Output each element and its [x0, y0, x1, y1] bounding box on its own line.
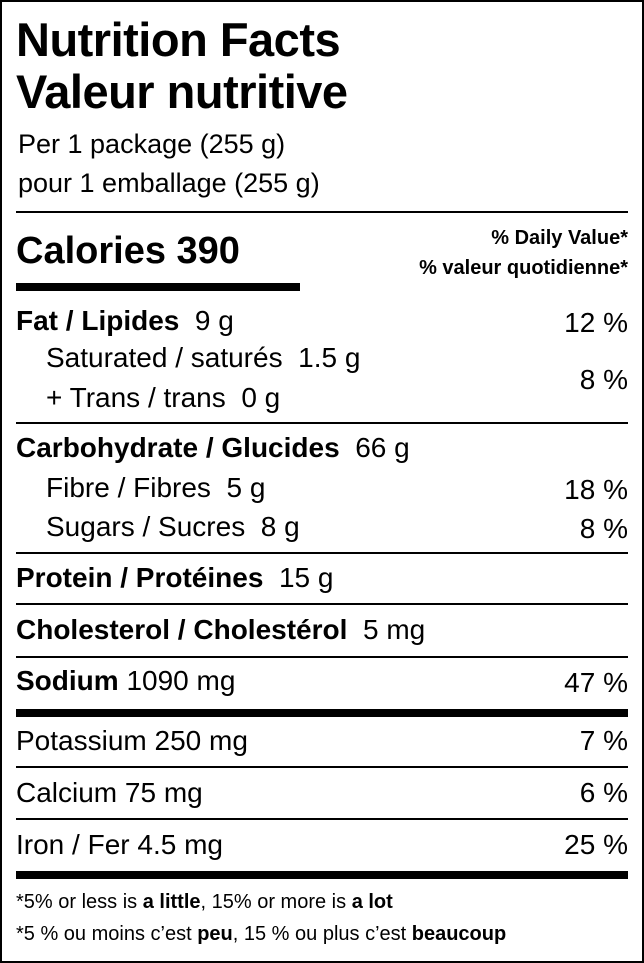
thick-divider [16, 871, 628, 879]
divider [16, 766, 628, 768]
sodium-row: Sodium 1090 mg [16, 665, 236, 696]
potassium-row: Potassium 250 mg [16, 725, 248, 756]
serving-size-en: Per 1 package (255 g) [18, 129, 286, 159]
divider [16, 211, 628, 213]
title-en: Nutrition Facts [16, 13, 341, 66]
thick-divider [16, 709, 628, 717]
fibre-dv: 18 % [564, 474, 628, 505]
calories-value: 390 [176, 230, 240, 272]
dv-header-fr: % valeur quotidienne* [419, 257, 628, 279]
title-fr: Valeur nutritive [16, 65, 348, 118]
divider [16, 603, 628, 605]
divider [16, 422, 628, 424]
calories-bar [16, 283, 300, 291]
potassium-dv: 7 % [579, 725, 628, 756]
trans-row: + Trans / trans 0 g [46, 382, 281, 413]
calcium-row: Calcium 75 mg [16, 777, 203, 808]
calories: Calories 390 [16, 232, 240, 270]
serving-size-fr: pour 1 emballage (255 g) [18, 168, 320, 198]
sugars-dv: 8 % [579, 513, 628, 544]
divider [16, 818, 628, 820]
iron-row: Iron / Fer 4.5 mg [16, 829, 223, 860]
fat-row: Fat / Lipides 9 g [16, 305, 234, 336]
fat-dv: 12 % [564, 307, 628, 338]
dv-header-en: % Daily Value* [491, 227, 628, 249]
protein-row: Protein / Protéines 15 g [16, 562, 334, 593]
calcium-dv: 6 % [579, 777, 628, 808]
calories-label: Calories [16, 230, 166, 272]
iron-dv: 25 % [564, 829, 628, 860]
divider [16, 656, 628, 658]
footnote-en: *5% or less is a little, 15% or more is … [16, 891, 393, 913]
footnote-fr: *5 % ou moins c’est peu, 15 % ou plus c’… [16, 923, 507, 945]
sodium-dv: 47 % [564, 667, 628, 698]
cholesterol-row: Cholesterol / Cholestérol 5 mg [16, 614, 426, 645]
sugars-row: Sugars / Sucres 8 g [46, 511, 300, 542]
fibre-row: Fibre / Fibres 5 g [46, 472, 266, 503]
carbohydrate-row: Carbohydrate / Glucides 66 g [16, 432, 410, 463]
sat-trans-dv: 8 % [579, 364, 628, 395]
saturated-row: Saturated / saturés 1.5 g [46, 342, 361, 373]
divider [16, 552, 628, 554]
